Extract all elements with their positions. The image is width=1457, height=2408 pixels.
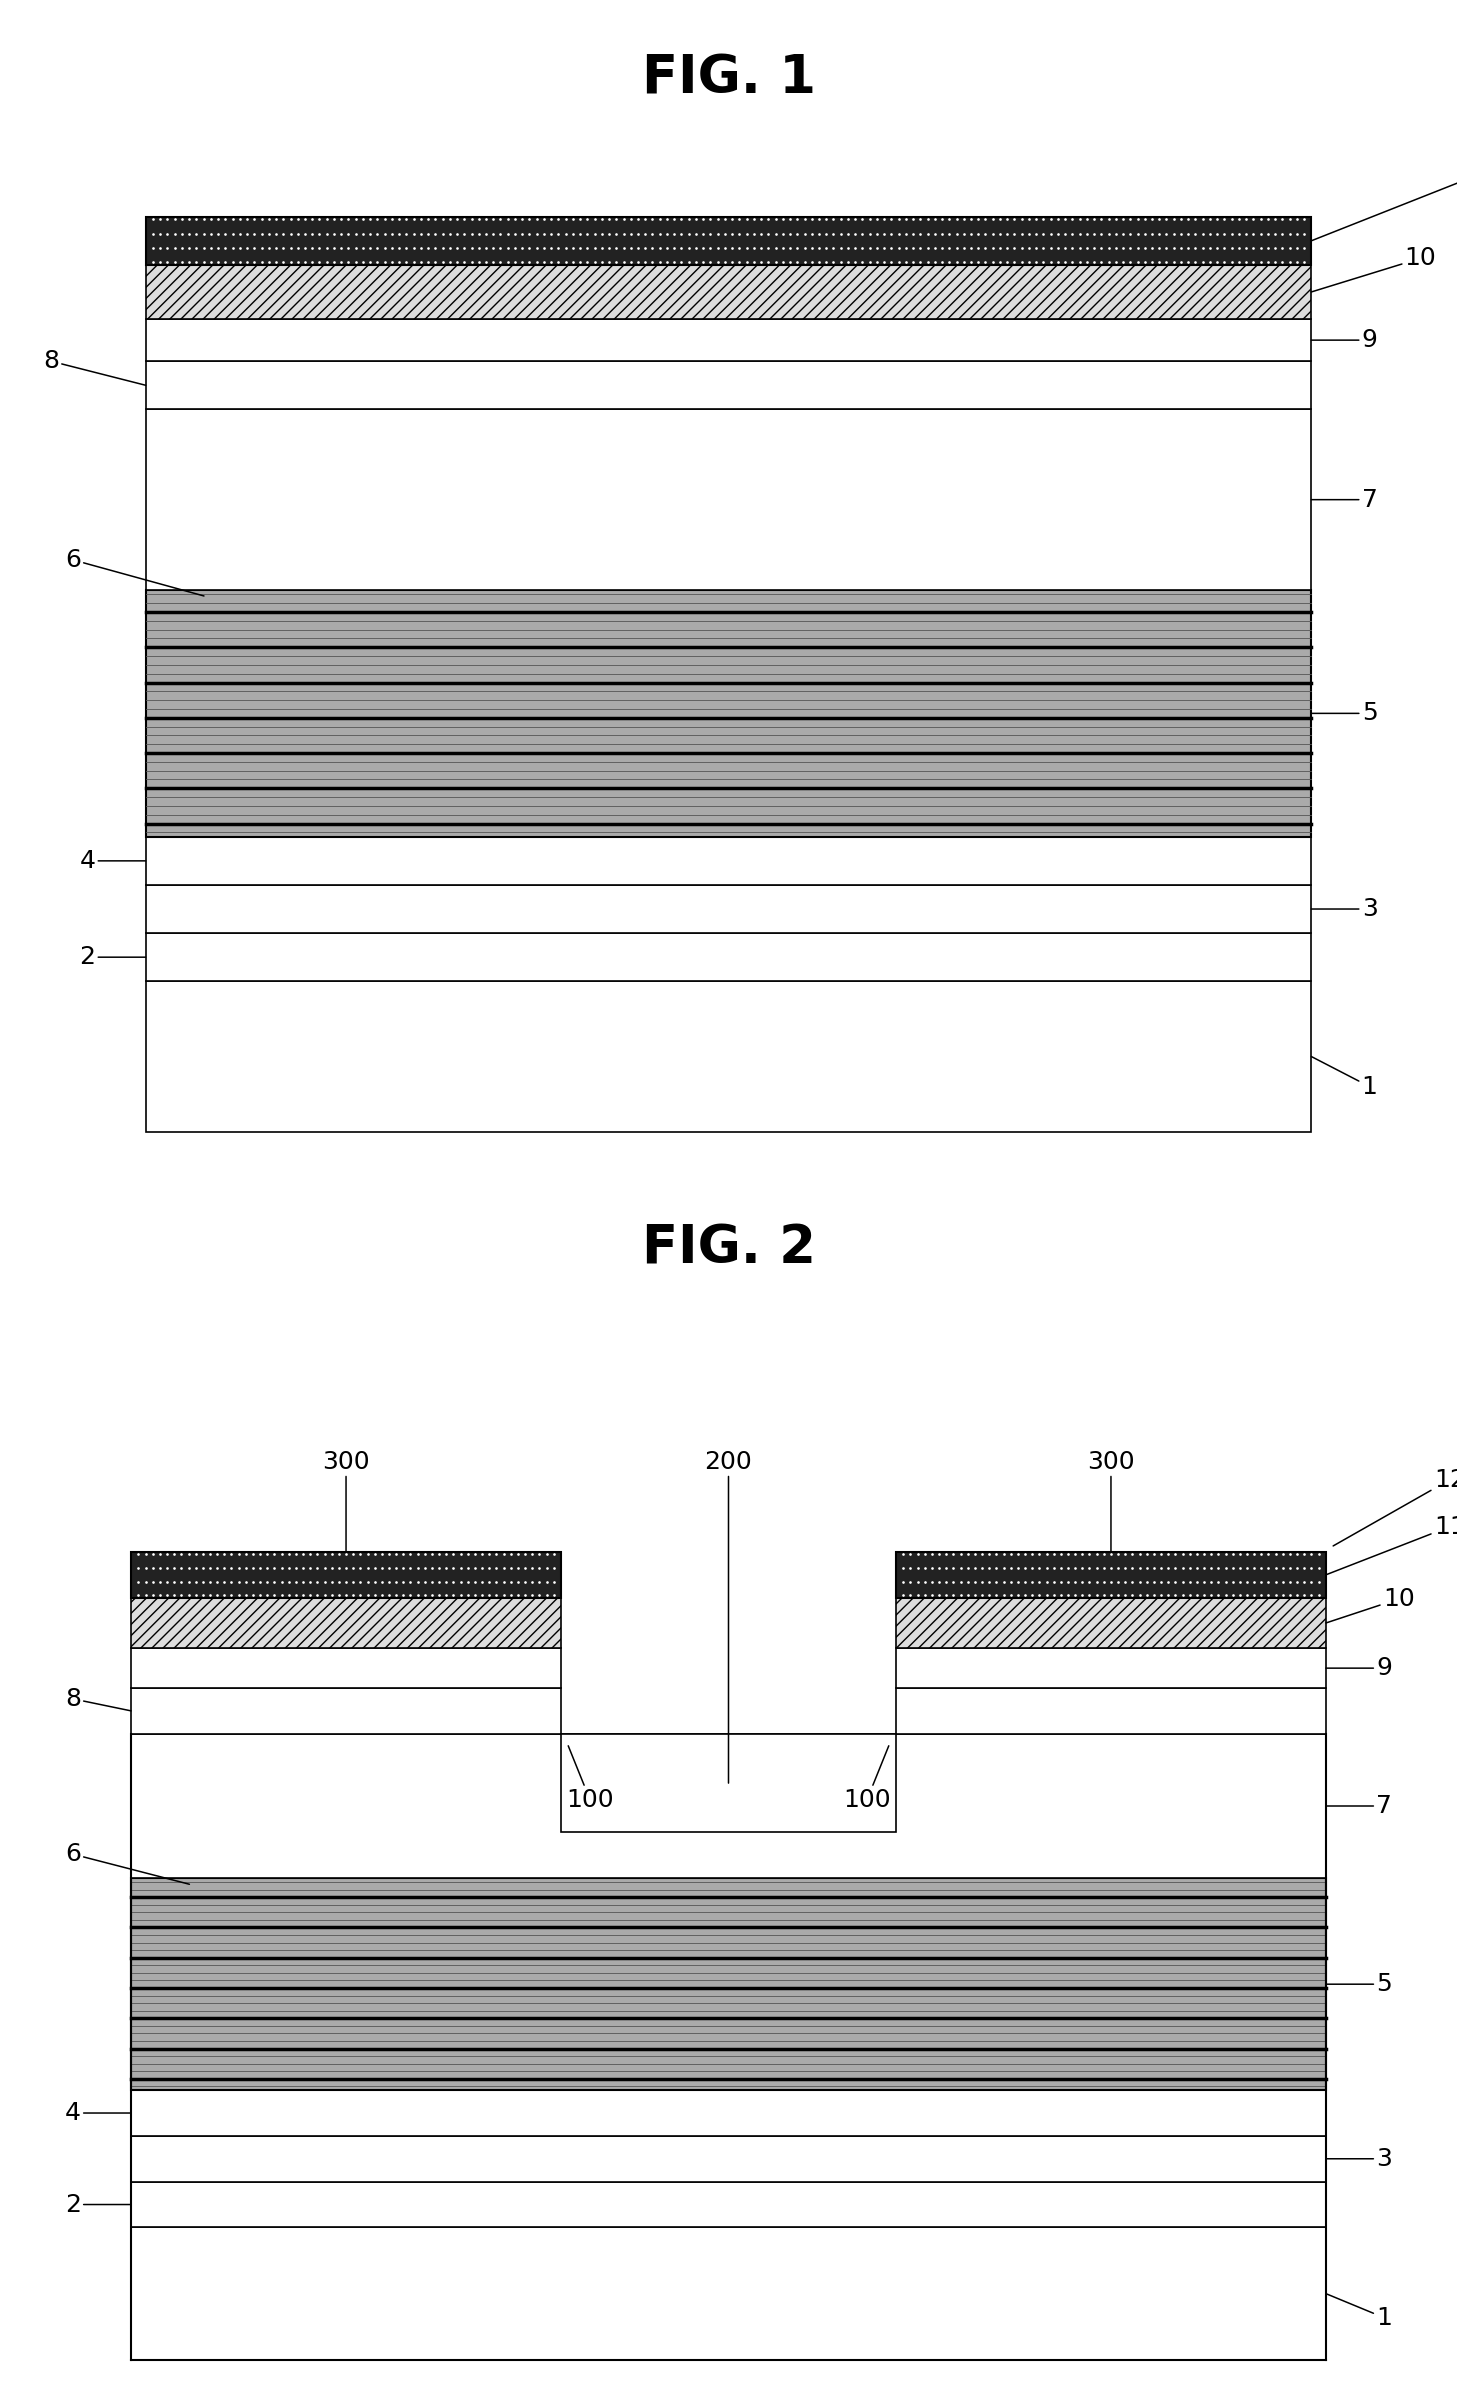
Text: 300: 300 [322,1450,370,1551]
Text: 100: 100 [844,1746,890,1811]
Bar [146,265,1311,318]
Bar [146,590,1311,836]
Text: 8: 8 [44,349,146,385]
Bar [131,1597,561,1647]
Bar [131,2182,1326,2227]
Text: 2: 2 [66,2194,131,2215]
Bar [131,1878,1326,2090]
Bar [131,2227,1326,2360]
Bar [146,361,1311,409]
Text: 10: 10 [1311,246,1437,291]
Text: 5: 5 [1326,1972,1391,1996]
Bar [146,409,1311,590]
Text: 12: 12 [1333,1469,1457,1546]
Text: FIG. 1: FIG. 1 [641,53,816,104]
Text: 1: 1 [1326,2292,1391,2329]
Bar [896,1647,1326,1688]
Text: 1: 1 [1311,1057,1377,1098]
Text: 5: 5 [1311,701,1377,725]
Text: 9: 9 [1311,327,1377,352]
Text: 4: 4 [80,850,146,872]
Text: 6: 6 [66,549,204,595]
Text: 3: 3 [1326,2148,1391,2170]
Bar [131,1647,561,1688]
Bar [146,982,1311,1132]
Text: 4: 4 [66,2102,131,2124]
Bar [561,1734,896,1832]
Bar [146,932,1311,982]
Text: 3: 3 [1311,898,1377,920]
Text: 200: 200 [705,1450,752,1782]
Bar [146,318,1311,361]
Bar [896,1688,1326,1734]
Bar [896,1597,1326,1647]
Text: 6: 6 [66,1842,189,1883]
Bar [146,836,1311,886]
Bar [131,1734,1326,1878]
Text: 11: 11 [1311,164,1457,241]
Bar [131,2090,1326,2136]
Text: 7: 7 [1311,489,1377,510]
Bar [146,884,1311,932]
Bar [131,2136,1326,2182]
Text: 300: 300 [1087,1450,1135,1551]
Text: 2: 2 [80,946,146,968]
Text: 10: 10 [1326,1587,1415,1623]
Bar [896,1551,1326,1599]
Bar [146,217,1311,265]
Text: 100: 100 [567,1746,613,1811]
Bar [131,1688,561,1734]
Text: 11: 11 [1326,1515,1457,1575]
Text: 9: 9 [1326,1657,1391,1681]
Text: 8: 8 [66,1688,131,1710]
Text: FIG. 2: FIG. 2 [641,1223,816,1274]
Text: 7: 7 [1326,1794,1391,1818]
Bar [131,1551,561,1599]
